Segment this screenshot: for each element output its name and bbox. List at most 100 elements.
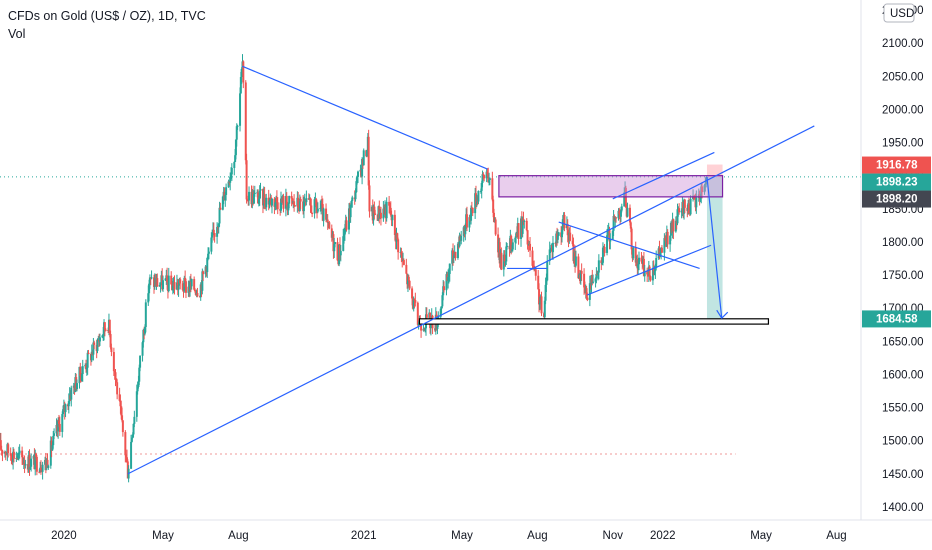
candle-body <box>379 212 382 219</box>
candle-body <box>96 340 99 351</box>
channel-upper-line[interactable] <box>612 151 715 200</box>
projection-arrow-line[interactable] <box>706 176 723 319</box>
candle-body <box>355 181 358 193</box>
candle-body <box>115 378 118 383</box>
candle-body <box>658 248 661 257</box>
candle-body <box>540 296 543 314</box>
price-label-text: 1684.58 <box>876 313 918 325</box>
candle-body <box>29 466 32 470</box>
currency-label: USD <box>890 8 914 20</box>
candle-body <box>330 228 333 238</box>
currency-badge[interactable] <box>883 3 915 23</box>
candle-body <box>595 273 598 279</box>
candle-body <box>385 201 388 219</box>
candle-body <box>442 286 445 296</box>
candle-body <box>121 420 124 433</box>
candle-body <box>488 179 491 183</box>
y-tick-label: 2050.00 <box>882 71 924 83</box>
candle-body <box>502 254 505 270</box>
candle-body <box>147 293 150 303</box>
candle-body <box>148 283 151 294</box>
channel-lower-line[interactable] <box>587 244 712 296</box>
candle-body <box>699 198 702 200</box>
candle-body <box>276 202 279 210</box>
candle-body <box>549 247 552 250</box>
candle-body <box>628 207 631 223</box>
candle-body <box>479 190 482 192</box>
descending-line[interactable] <box>558 221 700 270</box>
candle-body <box>24 464 27 466</box>
candle-body <box>230 167 233 175</box>
candle-body <box>583 273 586 288</box>
candle-body <box>164 278 167 281</box>
candle-body <box>268 200 271 205</box>
candle-body <box>362 150 365 166</box>
candle-body <box>674 220 677 232</box>
candle-body <box>159 283 162 285</box>
candle-body <box>486 171 489 175</box>
candle-body <box>85 367 88 370</box>
candle-body <box>545 280 548 285</box>
support-box[interactable] <box>418 318 770 325</box>
candle-body <box>586 297 589 300</box>
candle-body <box>503 254 506 262</box>
candle-body <box>561 219 564 231</box>
candle-body <box>0 440 2 450</box>
candle-body <box>17 453 20 455</box>
candle-body <box>177 284 180 290</box>
candle-body <box>447 273 450 278</box>
candle-body <box>285 196 288 206</box>
chart-title: CFDs on Gold (US$ / OZ), 1D, TVC <box>8 9 206 23</box>
candle-body <box>606 231 609 236</box>
sell-zone-rectangle[interactable] <box>498 175 724 198</box>
candle-body <box>298 198 301 211</box>
candle-body <box>676 209 679 224</box>
candle-body <box>57 421 60 424</box>
uptrend-line[interactable] <box>127 125 815 475</box>
candle-body <box>695 197 698 208</box>
candle-body <box>554 242 557 244</box>
candle-body <box>483 175 486 179</box>
downtrend-line[interactable] <box>242 65 488 170</box>
candle-body <box>655 258 658 269</box>
price-label-text: 1898.20 <box>876 194 918 206</box>
candle-body <box>258 190 261 199</box>
y-tick-label: 1600.00 <box>882 369 924 381</box>
candle-body <box>569 232 572 241</box>
candle-body <box>405 264 408 274</box>
candle-body <box>114 372 117 379</box>
candle-body <box>624 187 627 208</box>
candle-body <box>248 191 251 201</box>
candle-body <box>275 197 278 203</box>
candle-body <box>436 324 439 329</box>
candle-body <box>207 253 210 258</box>
candle-body <box>104 329 107 331</box>
candle-body <box>529 243 532 251</box>
y-tick-label: 2100.00 <box>882 38 924 50</box>
candle-body <box>35 453 38 457</box>
candle-body <box>12 451 15 459</box>
candle-body <box>597 272 600 275</box>
candle-body <box>563 214 566 229</box>
y-tick-label: 1500.00 <box>882 436 924 448</box>
candle-body <box>109 334 112 348</box>
price-label-text: 1898.23 <box>876 177 918 189</box>
candle-body <box>336 242 339 261</box>
candle-body <box>325 208 328 220</box>
candle-body <box>240 68 243 78</box>
candle-body <box>491 178 494 200</box>
candle-body <box>343 234 346 237</box>
drawings-layer[interactable] <box>127 65 815 475</box>
candle-body <box>458 235 461 247</box>
projection-arrow-head[interactable] <box>716 309 729 320</box>
candle-body <box>630 228 633 250</box>
candle-body <box>141 342 144 356</box>
candle-body <box>67 401 70 407</box>
candle-body <box>485 171 488 179</box>
candle-body <box>219 207 222 210</box>
candle-body <box>388 201 391 206</box>
candle-body <box>666 231 669 245</box>
candle-body <box>632 247 635 259</box>
candle-body <box>239 93 242 126</box>
